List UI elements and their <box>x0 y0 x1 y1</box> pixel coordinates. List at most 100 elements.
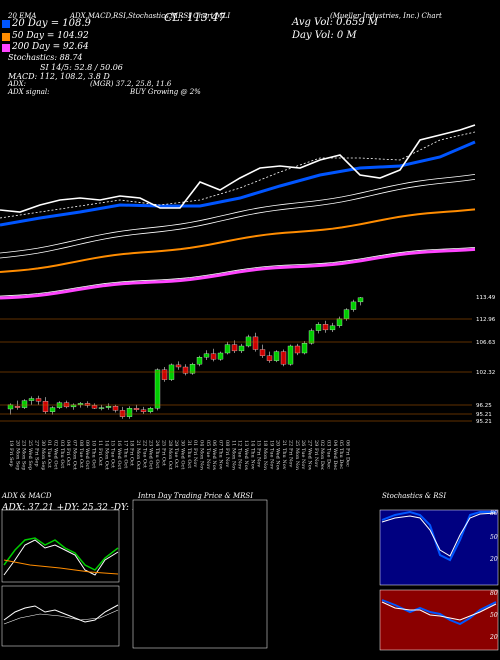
date-label: 26 Tue Nov <box>300 440 306 469</box>
candle-body <box>245 336 252 347</box>
day-volume: Day Vol: 0 M <box>292 30 357 41</box>
candle-body <box>336 318 343 326</box>
price-label: 96.25 <box>476 403 492 409</box>
indicator-line <box>3 604 119 623</box>
date-label: 16 Wed Oct <box>116 440 122 469</box>
candle-body <box>350 301 357 310</box>
candle-body <box>77 403 84 405</box>
date-label: 24 Thu Oct <box>154 440 160 468</box>
price-label: 95.21 <box>476 412 492 418</box>
candle-body <box>252 336 259 350</box>
candle-body <box>154 369 161 409</box>
candle-body <box>301 343 308 354</box>
rsi-panel-bg <box>379 589 499 651</box>
candle-body <box>196 357 203 365</box>
macd-panel-frame <box>1 585 120 647</box>
adx-signal-label: ADX signal: <box>8 88 50 96</box>
adx-signal-value: BUY Growing @ 2% <box>130 88 201 96</box>
adx-panel-frame <box>1 509 120 583</box>
date-labels: 19 Fri Sep 20 Mon Sep 23 Mon Sep 25 Wed Sep… <box>8 440 351 470</box>
candle-body <box>210 353 217 360</box>
date-label: 13 Wed Nov <box>243 440 249 470</box>
candle-body <box>182 366 189 374</box>
candle-body <box>140 409 147 412</box>
indicator-line <box>381 512 497 557</box>
date-label: 28 Mon Oct <box>167 440 173 470</box>
candle-body <box>322 324 329 331</box>
date-label: 03 Tue Dec <box>326 440 332 469</box>
candle-body <box>273 351 280 361</box>
adx-panel-title: ADX & MACD <box>2 492 52 500</box>
price-label: 113.49 <box>476 295 496 301</box>
date-label: 23 Mon Sep <box>21 440 27 470</box>
date-label: 25 Mon Nov <box>294 440 300 470</box>
candle-body <box>315 324 322 331</box>
si-value: SI 14/5: 52.8 / 50.06 <box>40 63 123 72</box>
date-label: 29 Tue Oct <box>173 440 179 468</box>
ema20-label: 20 Day = 108.9 <box>12 18 91 29</box>
date-label: 19 Tue Nov <box>268 440 274 469</box>
candle-body <box>287 345 294 365</box>
date-label: 23 Wed Oct <box>148 440 154 469</box>
indicator-line <box>3 559 119 575</box>
date-label: 15 Tue Oct <box>110 440 116 468</box>
ema50-legend <box>2 33 10 41</box>
date-label: 03 Thu Oct <box>59 440 65 468</box>
date-label: 25 Fri Oct <box>160 440 166 466</box>
ema20-legend <box>2 20 10 28</box>
ma-line <box>0 178 476 259</box>
avg-volume: Avg Vol: 0.659 M <box>292 17 379 28</box>
indicator-line <box>3 609 119 625</box>
date-label: 14 Mon Oct <box>103 440 109 470</box>
date-label: 30 Mon Sep <box>40 440 46 470</box>
date-label: 25 Wed Sep <box>27 440 33 470</box>
date-label: 01 Tue Oct <box>46 440 52 468</box>
adx-values: (MGR) 37.2, 25.8, 11.6 <box>90 80 172 88</box>
date-label: 11 Mon Nov <box>230 440 236 470</box>
price-label: 106.63 <box>476 340 496 346</box>
date-label: 08 Tue Oct <box>78 440 84 468</box>
candle-body <box>98 407 105 409</box>
date-label: 21 Thu Nov <box>281 440 287 470</box>
candle-body <box>49 407 56 412</box>
rsi-level-20: 20 <box>490 634 498 641</box>
date-label: 08 Fri Nov <box>224 440 230 467</box>
date-label: 21 Mon Oct <box>135 440 141 470</box>
header-indicators: ADX,MACD,RSI,Stochastics,MRSI Chart MLI <box>70 12 231 20</box>
ma-line <box>0 173 476 254</box>
indicator-line <box>381 599 497 626</box>
candle-body <box>133 408 140 410</box>
date-label: 06 Fri Dec <box>345 440 351 467</box>
date-label: 10 Thu Oct <box>91 440 97 468</box>
date-label: 05 Tue Nov <box>205 440 211 469</box>
date-label: 09 Wed Oct <box>84 440 90 469</box>
macd-value: MACD: 112, 108.2, 3.8 D <box>8 72 110 81</box>
price-level-lines <box>0 318 472 422</box>
intraday-panel-frame <box>132 499 268 649</box>
adx-label: ADX: <box>8 80 27 88</box>
stochastics-value: Stochastics: 88.74 <box>8 53 83 62</box>
date-label: 27 Wed Nov <box>306 440 312 470</box>
candle-body <box>189 364 196 374</box>
date-label: 19 Fri Sep <box>8 440 14 467</box>
candle-body <box>329 325 336 331</box>
candles-group <box>7 297 364 419</box>
candle-body <box>343 309 350 319</box>
date-label: 05 Thu Dec <box>338 440 344 469</box>
candle-body <box>294 345 301 354</box>
date-label: 04 Wed Dec <box>332 440 338 470</box>
date-label: 22 Tue Oct <box>141 440 147 468</box>
candle-body <box>224 344 231 354</box>
candle-body <box>231 344 238 352</box>
candle-body <box>35 398 42 402</box>
date-label: 15 Fri Nov <box>256 440 262 467</box>
date-label: 02 Wed Oct <box>52 440 58 469</box>
stoch-level-80: 80 <box>490 510 498 517</box>
ema200-label: 200 Day = 92.64 <box>12 42 89 52</box>
date-label: 17 Thu Oct <box>122 440 128 468</box>
candle-body <box>238 345 245 352</box>
header-company: (Mueller Industries, Inc.) Chart <box>330 12 442 20</box>
rsi-level-50: 50 <box>490 612 498 619</box>
candle-body <box>7 404 14 410</box>
stoch-panel-bg <box>379 509 499 586</box>
